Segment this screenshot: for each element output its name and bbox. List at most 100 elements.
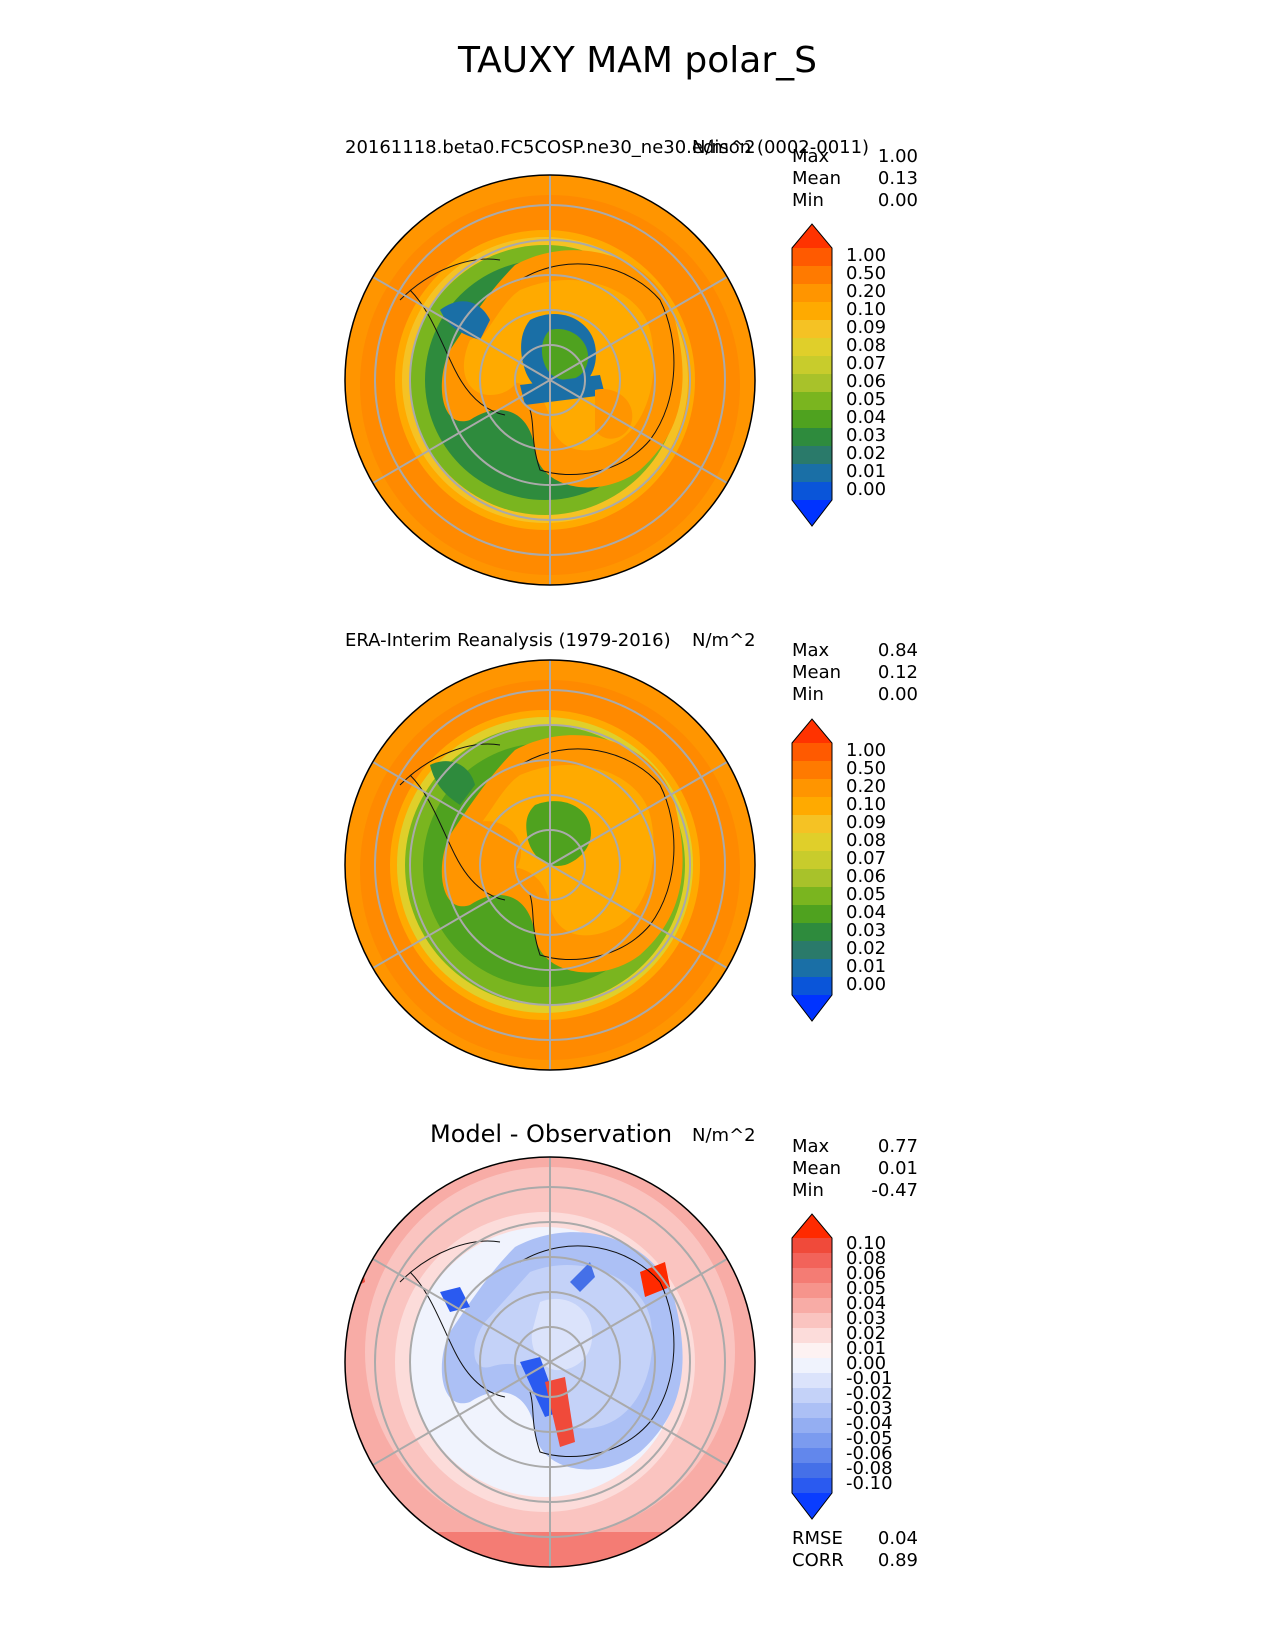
panel-title: ERA-Interim Reanalysis (1979-2016): [345, 630, 671, 651]
colorbar-tick-label: 0.06: [846, 1263, 887, 1284]
colorbar-tick-label: 0.01: [846, 1338, 887, 1359]
colorbar-outline: [791, 223, 833, 527]
colorbar-tick-label: 0.08: [846, 1248, 887, 1269]
colorbar-swatch: [792, 1463, 832, 1479]
stat-label-min: Min: [792, 190, 824, 211]
colorbar-swatch: [792, 248, 832, 267]
colorbar-swatch: [792, 779, 832, 798]
colorbar-swatch: [792, 743, 832, 762]
colorbar-tick-label: 0.02: [846, 443, 887, 464]
stat-label-corr: CORR: [792, 1550, 844, 1571]
stat-value-min: 0.00: [877, 190, 918, 211]
figure-title: TAUXY MAM polar_S: [457, 40, 818, 81]
stat-value-mean: 0.12: [877, 662, 918, 683]
colorbar-extend-min: [792, 500, 832, 526]
colorbar-outline: [791, 1213, 833, 1520]
colorbar-tick-label: 0.04: [846, 407, 887, 428]
stat-label-mean: Mean: [792, 1158, 842, 1179]
colorbar-tick-label: 0.05: [846, 389, 887, 410]
colorbar-tick-label: 0.10: [846, 299, 887, 320]
colorbar-tick-label: -0.08: [846, 1458, 893, 1479]
colorbar-swatch: [792, 1253, 832, 1269]
colorbar-tick-label: 0.10: [846, 1233, 887, 1254]
colorbar-tick-label: 0.06: [846, 371, 887, 392]
colorbar-tick-label: 0.01: [846, 956, 887, 977]
colorbar-swatch: [792, 1373, 832, 1389]
colorbar-tick-label: 0.02: [846, 1323, 887, 1344]
colorbar-swatch: [792, 356, 832, 375]
stat-value-max: 0.84: [877, 640, 918, 661]
colorbar-extend-max: [792, 1214, 832, 1238]
colorbar-swatch: [792, 284, 832, 303]
stat-value-mean: 0.13: [877, 168, 918, 189]
colorbar-tick-label: 0.50: [846, 758, 887, 779]
colorbar-tick-label: -0.03: [846, 1398, 893, 1419]
colorbar-swatch: [792, 1343, 832, 1359]
colorbar-tick-label: 0.08: [846, 830, 887, 851]
stat-label-max: Max: [792, 640, 830, 661]
stat-label-mean: Mean: [792, 662, 842, 683]
colorbar-tick-label: 0.00: [846, 974, 887, 995]
colorbar-tick-label: 0.01: [846, 461, 887, 482]
colorbar-swatch: [792, 1418, 832, 1434]
colorbar-tick-label: -0.01: [846, 1368, 893, 1389]
colorbar-tick-label: 0.20: [846, 776, 887, 797]
stat-label-max: Max: [792, 146, 830, 167]
panel-title: 20161118.beta0.FC5COSP.ne30_ne30.edison …: [345, 137, 870, 158]
colorbar-tick-label: 0.04: [846, 902, 887, 923]
colorbar-swatch: [792, 833, 832, 852]
colorbar-swatch: [792, 320, 832, 339]
colorbar-tick-label: -0.02: [846, 1383, 893, 1404]
panel-units: N/m^2: [692, 630, 756, 651]
stat-value-max: 0.77: [877, 1136, 918, 1157]
colorbar-swatch: [792, 338, 832, 357]
colorbar-extend-max: [792, 224, 832, 248]
panel-title: Model - Observation: [430, 1120, 673, 1148]
polar-map-test: [344, 174, 756, 586]
stat-value-corr: 0.89: [877, 1550, 918, 1571]
colorbar-extend-max: [792, 719, 832, 743]
colorbar-swatch: [792, 923, 832, 942]
colorbar-swatch: [792, 797, 832, 816]
colorbar-swatch: [792, 1433, 832, 1449]
polar-map-diff: [344, 1156, 756, 1568]
colorbar-swatch: [792, 851, 832, 870]
colorbar-swatch: [792, 266, 832, 285]
colorbar-swatch: [792, 905, 832, 924]
stat-label-max: Max: [792, 1136, 830, 1157]
colorbar-tick-label: 0.10: [846, 794, 887, 815]
stat-value-mean: 0.01: [877, 1158, 918, 1179]
colorbar-swatch: [792, 374, 832, 393]
stat-label-min: Min: [792, 1180, 824, 1201]
stat-label-rmse: RMSE: [792, 1528, 843, 1549]
stat-label-mean: Mean: [792, 168, 842, 189]
colorbar-tick-label: 0.03: [846, 425, 887, 446]
colorbar-tick-label: -0.05: [846, 1428, 893, 1449]
stat-value-min: -0.47: [871, 1180, 918, 1201]
colorbar-tick-label: 0.20: [846, 281, 887, 302]
colorbar-tick-label: 0.07: [846, 848, 887, 869]
colorbar-tick-label: 0.50: [846, 263, 887, 284]
colorbar-swatch: [792, 761, 832, 780]
colorbar-tick-label: 0.09: [846, 317, 887, 338]
colorbar-tick-label: 0.09: [846, 812, 887, 833]
panel-units: N/m^2: [692, 137, 756, 158]
colorbar-tick-label: 0.03: [846, 1308, 887, 1329]
colorbar-diff: [791, 1213, 833, 1520]
colorbar-swatch: [792, 869, 832, 888]
colorbar-swatch: [792, 1388, 832, 1404]
colorbar-swatch: [792, 1283, 832, 1299]
colorbar-tick-label: 0.06: [846, 866, 887, 887]
colorbar-swatch: [792, 941, 832, 960]
colorbar-swatch: [792, 464, 832, 483]
colorbar-swatch: [792, 1238, 832, 1254]
stat-label-min: Min: [792, 684, 824, 705]
colorbar-tick-label: 0.05: [846, 1278, 887, 1299]
colorbar-swatch: [792, 1448, 832, 1464]
stat-value-min: 0.00: [877, 684, 918, 705]
polar-map-reference: [344, 659, 756, 1071]
colorbar-swatch: [792, 392, 832, 411]
colorbar-tick-label: 1.00: [846, 740, 887, 761]
colorbar-swatch: [792, 428, 832, 447]
colorbar-extend-min: [792, 1493, 832, 1519]
